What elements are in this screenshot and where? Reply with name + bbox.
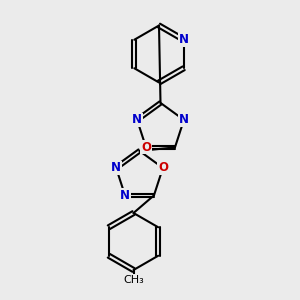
Text: N: N [179,33,189,46]
Text: N: N [120,189,130,202]
Text: N: N [179,113,189,126]
Text: O: O [158,161,168,174]
Text: O: O [141,141,151,154]
Text: N: N [111,161,121,174]
Text: CH₃: CH₃ [123,274,144,285]
Text: N: N [132,113,142,126]
